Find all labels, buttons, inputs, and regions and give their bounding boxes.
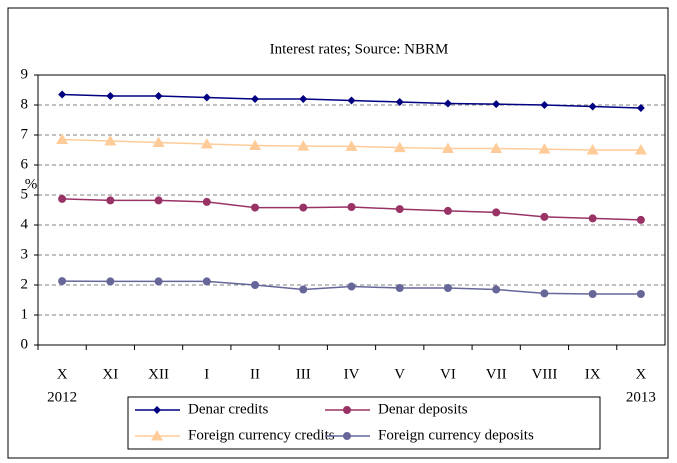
x-tick-label: VI <box>440 366 456 382</box>
marker <box>154 196 163 205</box>
x-tick-label: VIII <box>532 366 558 382</box>
marker <box>395 205 404 214</box>
marker <box>441 142 454 153</box>
marker <box>395 98 404 106</box>
marker <box>393 141 406 153</box>
marker <box>492 208 501 217</box>
marker <box>154 277 163 286</box>
marker <box>251 281 260 289</box>
legend-label: Denar credits <box>188 401 269 417</box>
marker <box>347 203 356 211</box>
y-tick-label: 7 <box>21 126 29 142</box>
marker <box>251 95 260 103</box>
marker <box>443 206 452 215</box>
marker <box>490 142 503 153</box>
marker <box>104 135 117 146</box>
chart-frame <box>7 7 669 459</box>
legend-marker <box>153 406 161 414</box>
x-tick-label: X <box>635 366 646 382</box>
marker <box>588 102 597 111</box>
marker <box>636 290 645 298</box>
marker <box>443 284 452 292</box>
marker <box>106 277 115 286</box>
marker <box>299 95 308 103</box>
y-tick-label: 0 <box>21 336 29 352</box>
x-tick-label: VII <box>486 366 507 382</box>
x-tick-label: II <box>250 366 260 382</box>
marker <box>202 197 211 206</box>
marker <box>636 215 645 224</box>
plot-area <box>37 74 666 346</box>
y-tick-label: 3 <box>21 246 29 262</box>
x-tick-label: IX <box>585 366 601 382</box>
y-tick-label: 2 <box>21 276 29 292</box>
marker <box>58 194 67 203</box>
legend-label: Foreign currency credits <box>188 427 335 443</box>
x-tick-label: I <box>204 366 209 382</box>
marker <box>106 196 115 205</box>
marker <box>299 285 308 294</box>
marker <box>58 90 67 99</box>
x-tick-label: III <box>296 366 311 382</box>
marker <box>297 140 310 151</box>
marker <box>251 203 260 212</box>
marker <box>586 144 599 155</box>
marker <box>538 143 551 154</box>
marker <box>249 139 262 150</box>
marker <box>588 290 597 298</box>
marker <box>299 203 308 212</box>
marker <box>540 212 549 221</box>
marker <box>636 104 645 112</box>
legend-label: Foreign currency deposits <box>378 427 534 443</box>
marker <box>634 144 647 155</box>
marker <box>540 101 549 109</box>
marker <box>395 284 404 292</box>
marker <box>347 282 356 291</box>
y-tick-label: 4 <box>21 216 29 232</box>
legend-marker <box>151 430 163 441</box>
chart-title: Interest rates; Source: NBRM <box>270 41 449 57</box>
marker <box>202 93 211 102</box>
legend <box>127 396 601 450</box>
y-tick-label: 1 <box>21 306 29 322</box>
legend-label: Denar deposits <box>378 401 468 417</box>
marker <box>152 136 165 147</box>
marker <box>106 92 115 100</box>
marker <box>345 140 358 151</box>
x-tick-label: IV <box>344 366 360 382</box>
marker <box>58 277 67 286</box>
legend-marker <box>343 432 351 440</box>
x-tick-label: V <box>394 366 405 382</box>
marker <box>202 277 211 286</box>
y-tick-label: 5 <box>21 186 29 202</box>
marker <box>492 100 501 109</box>
marker <box>588 214 597 223</box>
x-tick-label: X <box>57 366 68 382</box>
x-tick-label: XII <box>148 366 169 382</box>
x-year-label: 2013 <box>626 389 656 405</box>
marker <box>492 285 501 294</box>
marker <box>154 92 163 100</box>
legend-marker <box>343 406 351 414</box>
marker <box>200 138 213 149</box>
y-tick-label: 8 <box>21 96 29 112</box>
x-year-label: 2012 <box>47 389 77 405</box>
y-axis-label: % <box>25 176 38 192</box>
y-tick-label: 9 <box>21 66 29 82</box>
marker <box>347 96 356 105</box>
y-tick-label: 6 <box>21 156 29 172</box>
marker <box>443 99 452 108</box>
marker <box>56 133 69 144</box>
x-tick-label: XI <box>102 366 118 382</box>
marker <box>540 289 549 298</box>
